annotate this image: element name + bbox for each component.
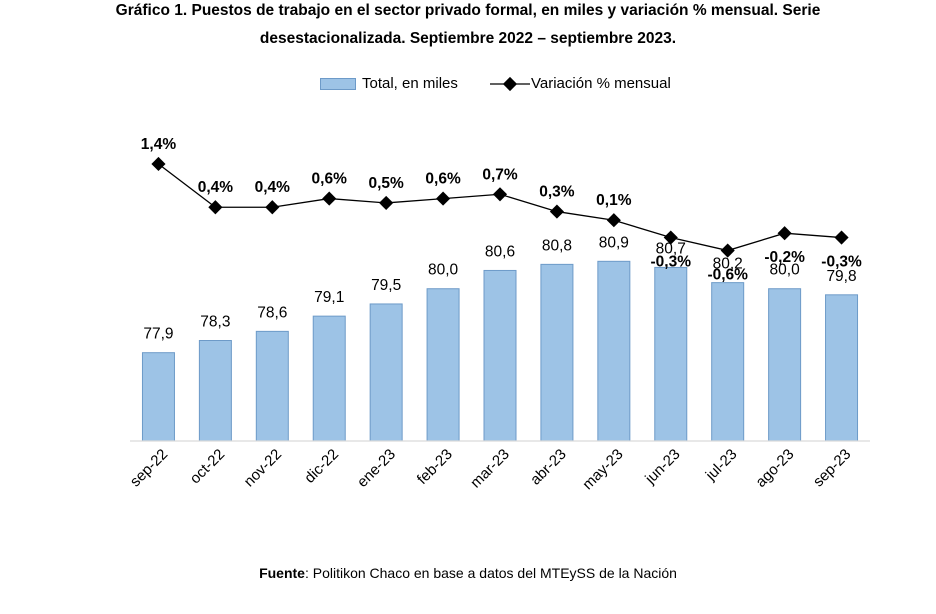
line-marker bbox=[208, 200, 223, 215]
line-marker bbox=[834, 230, 849, 245]
x-tick-label: abr-23 bbox=[527, 446, 570, 489]
bar-data-label: 78,3 bbox=[200, 314, 230, 331]
chart-legend: Total, en miles Variación % mensual bbox=[0, 73, 936, 97]
bar bbox=[198, 340, 232, 442]
line-marker bbox=[663, 230, 678, 245]
x-tick-label: oct-22 bbox=[187, 446, 229, 488]
line-data-label: 0,5% bbox=[368, 175, 404, 192]
bar-data-label: 80,7 bbox=[656, 240, 686, 257]
bar-data-label: 79,1 bbox=[314, 289, 344, 306]
bar bbox=[711, 282, 745, 442]
combo-chart: 77,9 78,3 78,6 79,1 79,5 80,0 80,6 80,8 80,9 80,7… bbox=[127, 136, 870, 493]
line-data-label: -0,6% bbox=[707, 267, 748, 284]
x-tick-label: jul-23 bbox=[702, 446, 741, 485]
line-marker bbox=[720, 243, 735, 258]
legend-line-label: Variación % mensual bbox=[531, 75, 671, 92]
chart-source: Fuente: Politikon Chaco en base a datos … bbox=[0, 563, 936, 583]
bar bbox=[597, 260, 631, 442]
line-data-label: 0,4% bbox=[255, 179, 291, 196]
x-tick-label: ene-23 bbox=[354, 446, 399, 491]
bar bbox=[540, 263, 574, 442]
chart-title-line-1: Gráfico 1. Puestos de trabajo en el sect… bbox=[115, 2, 821, 19]
bar bbox=[654, 266, 688, 442]
bar-data-label: 80,0 bbox=[770, 262, 801, 279]
source-label: Fuente bbox=[259, 565, 305, 581]
x-tick-label: dic-22 bbox=[301, 446, 342, 487]
line-marker bbox=[379, 195, 394, 210]
bar-data-label: 79,5 bbox=[371, 277, 401, 294]
line-marker bbox=[265, 200, 280, 215]
bar-data-label: 80,8 bbox=[542, 237, 572, 254]
bar-data-label: 78,6 bbox=[257, 304, 287, 321]
x-tick-label: feb-23 bbox=[414, 446, 456, 488]
line-data-label: -0,3% bbox=[821, 254, 862, 271]
x-tick-label: nov-22 bbox=[241, 446, 285, 490]
x-tick-label: mar-23 bbox=[467, 446, 513, 492]
bar bbox=[312, 315, 346, 442]
bar bbox=[141, 352, 175, 442]
chart-title-line-2: desestacionalizada. Septiembre 2022 – se… bbox=[259, 30, 677, 47]
line-data-label: 0,6% bbox=[312, 171, 348, 188]
line-marker bbox=[492, 187, 508, 202]
line-data-label: 0,4% bbox=[198, 179, 234, 196]
legend-bar-swatch bbox=[320, 78, 356, 90]
line-data-label: -0,3% bbox=[651, 254, 692, 271]
x-tick-label: sep-22 bbox=[127, 446, 171, 490]
source-text: : Politikon Chaco en base a datos del MT… bbox=[304, 565, 677, 581]
x-tick-label: sep-23 bbox=[810, 446, 854, 490]
bar bbox=[369, 303, 403, 442]
bar bbox=[426, 288, 460, 442]
bar-data-label: 80,2 bbox=[713, 256, 743, 273]
line-data-label: 1,4% bbox=[141, 136, 177, 153]
bar-data-label: 79,8 bbox=[826, 268, 856, 285]
line-marker bbox=[436, 191, 451, 206]
bar-data-label: 80,0 bbox=[428, 262, 459, 279]
line-marker bbox=[777, 226, 792, 241]
line-data-label: 0,1% bbox=[596, 192, 632, 209]
line-data-label: 0,6% bbox=[425, 171, 461, 188]
line-marker bbox=[151, 156, 166, 172]
line-marker bbox=[322, 191, 337, 206]
line-data-label: 0,7% bbox=[482, 166, 518, 183]
bar bbox=[825, 294, 859, 442]
x-tick-label: may-23 bbox=[579, 446, 626, 493]
bar bbox=[255, 330, 289, 442]
bar bbox=[483, 269, 517, 442]
x-tick-label: ago-23 bbox=[752, 446, 797, 491]
line-data-label: -0,2% bbox=[764, 249, 805, 266]
line-marker bbox=[606, 213, 621, 228]
bar-data-label: 80,9 bbox=[599, 234, 629, 251]
x-tick-label: jun-23 bbox=[641, 446, 683, 488]
bar-data-label: 80,6 bbox=[485, 243, 515, 260]
line-data-label: 0,3% bbox=[539, 184, 575, 201]
legend-bar-label: Total, en miles bbox=[362, 75, 458, 92]
bar-data-label: 77,9 bbox=[143, 326, 173, 343]
line-marker bbox=[549, 204, 564, 219]
bar bbox=[768, 288, 802, 442]
legend-line-swatch bbox=[490, 76, 530, 92]
